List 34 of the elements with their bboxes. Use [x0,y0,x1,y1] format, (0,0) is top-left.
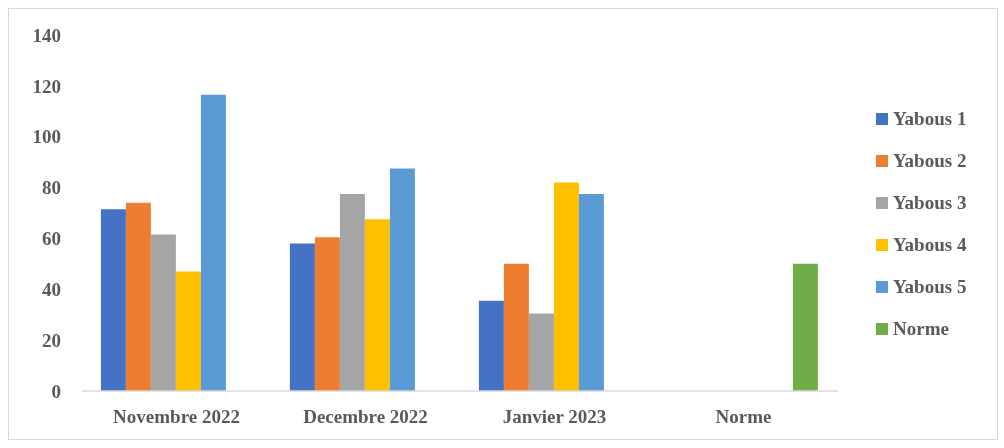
bar [150,234,176,391]
bar [478,300,504,391]
x-tick-label: Decembre 2022 [303,406,428,427]
y-tick-label: 120 [32,75,61,97]
legend-label: Yabous 3 [893,192,967,214]
y-tick-label: 140 [32,24,61,46]
bar [100,209,126,391]
bar [314,237,340,391]
x-tick-label: Novembre 2022 [113,406,240,427]
bar [364,219,390,391]
bar [503,263,529,391]
x-tick-label: Janvier 2023 [502,406,607,427]
bar [578,193,604,391]
bar [339,193,365,391]
bar [289,243,315,391]
y-tick-label: 100 [32,126,61,148]
bar [528,313,554,391]
legend-label: Yabous 5 [893,276,967,298]
y-tick-label: 80 [42,177,61,199]
y-tick-label: 20 [42,329,61,351]
legend-label: Yabous 2 [893,150,967,172]
bar [389,168,415,391]
legend-label: Yabous 1 [893,108,967,130]
bar [125,202,151,391]
bar [553,182,579,391]
bar [792,263,818,391]
y-tick-label: 0 [51,380,61,402]
y-tick-label: 60 [42,228,61,250]
legend-label: Norme [893,318,949,340]
bar [200,94,226,391]
y-tick-label: 40 [42,278,61,300]
legend-label: Yabous 4 [893,234,967,256]
bar [175,271,201,391]
x-tick-label: Norme [715,406,772,427]
